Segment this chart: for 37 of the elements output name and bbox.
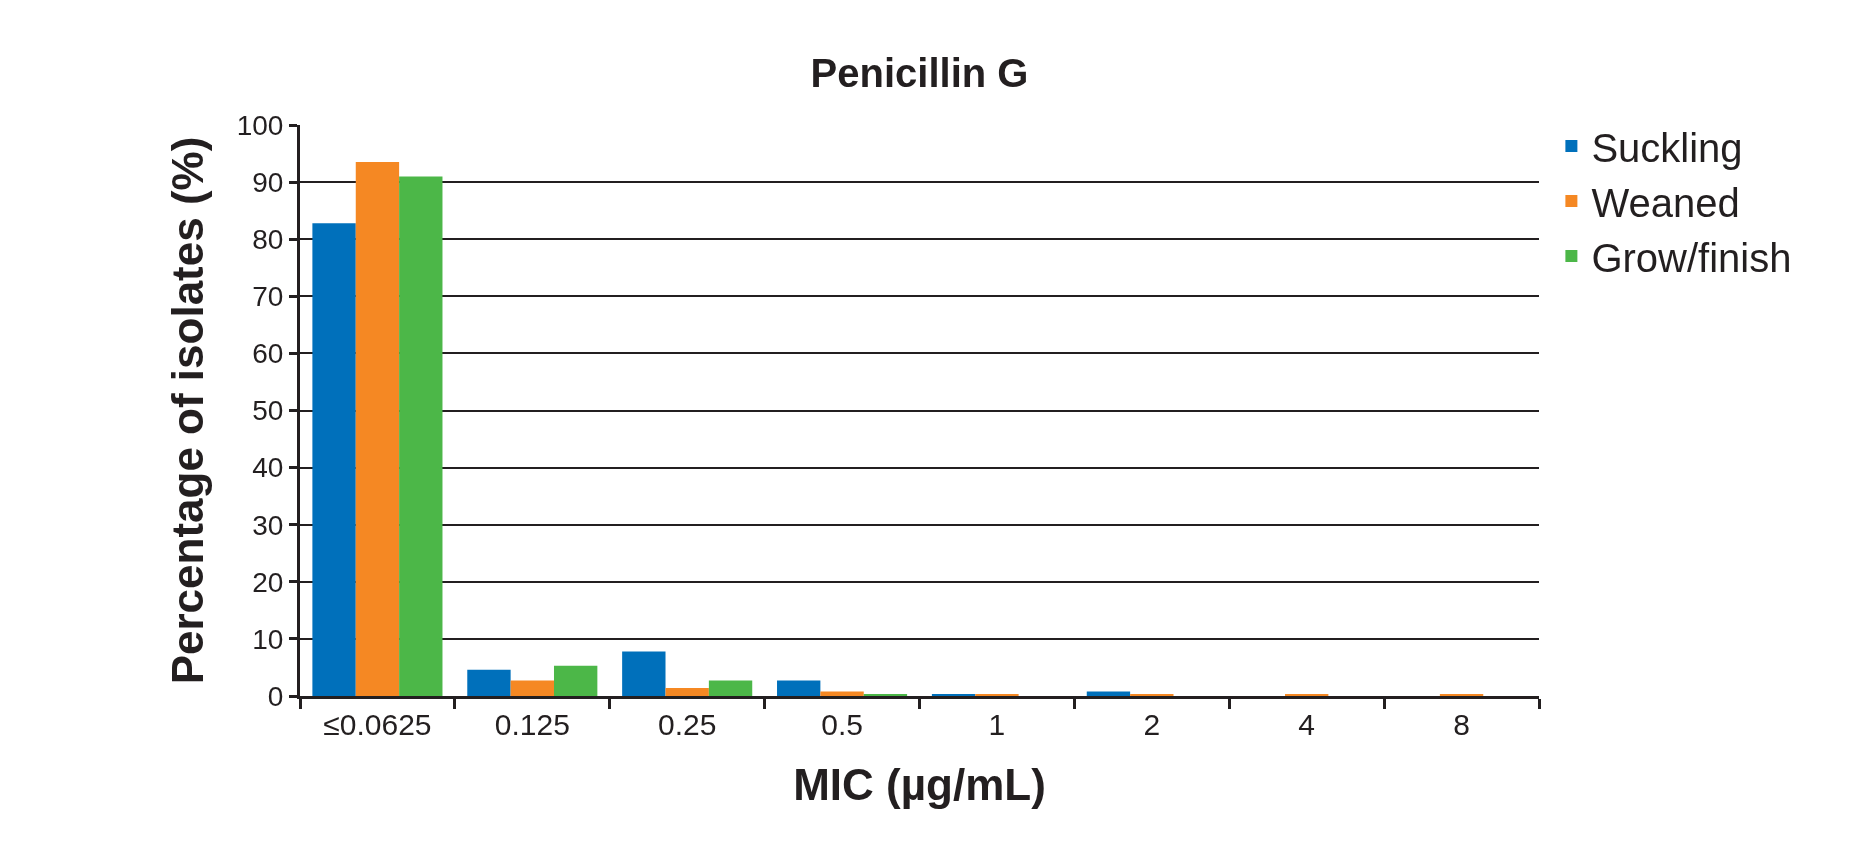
bar: [820, 691, 864, 696]
bar: [312, 223, 356, 696]
bar: [622, 651, 666, 696]
bar: [1086, 691, 1131, 696]
y-tick-label: 90: [252, 166, 284, 198]
x-tick-label: 0.125: [494, 708, 570, 741]
x-tick-label: 0.5: [821, 708, 863, 741]
y-axis-title: Percentage of isolates (%): [162, 136, 212, 685]
x-tick-label: ≤0.0625: [323, 708, 432, 741]
bar: [708, 680, 753, 696]
bar: [510, 680, 554, 696]
y-tick-label: 10: [252, 623, 284, 655]
bar: [777, 680, 821, 696]
chart-title: Penicillin G: [810, 51, 1029, 96]
bar: [665, 688, 709, 696]
y-tick-label: 100: [236, 109, 284, 141]
legend-label: Suckling: [1591, 125, 1743, 170]
legend-label: Grow/finish: [1591, 235, 1792, 280]
bar: [467, 669, 511, 696]
bar: [553, 665, 598, 696]
x-tick-label: 8: [1453, 708, 1470, 741]
x-tick-label: 0.25: [657, 708, 717, 741]
legend-label: Weaned: [1591, 180, 1740, 225]
x-axis-title: MIC (µg/mL): [793, 760, 1046, 810]
x-tick-label: 4: [1298, 708, 1316, 741]
y-tick-label: 70: [252, 281, 284, 313]
y-tick-label: 0: [267, 680, 284, 712]
x-tick-label: 2: [1143, 708, 1161, 741]
bar: [399, 176, 443, 696]
y-tick-label: 60: [252, 338, 284, 370]
y-tick-label: 50: [252, 395, 284, 427]
y-tick-label: 30: [252, 509, 284, 541]
bar: [355, 162, 400, 696]
y-tick-label: 80: [252, 224, 284, 255]
y-tick-label: 40: [252, 452, 284, 484]
y-tick-label: 20: [252, 566, 284, 598]
x-tick-label: 1: [988, 708, 1006, 741]
